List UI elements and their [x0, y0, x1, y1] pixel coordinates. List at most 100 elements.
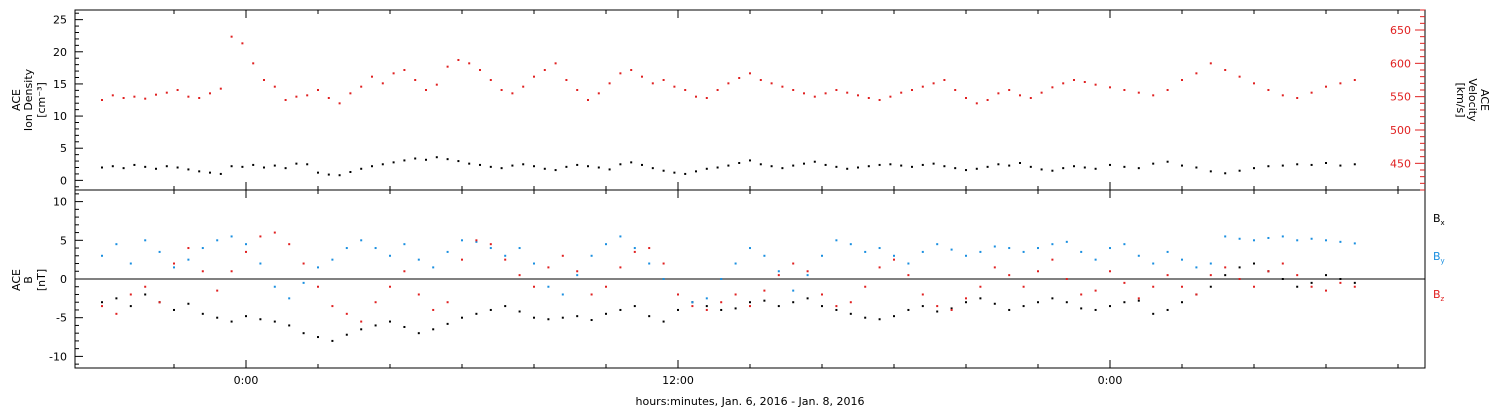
bx-point [173, 308, 175, 311]
bz-point [1339, 281, 1342, 284]
bx-point [1253, 262, 1255, 265]
bz-point [374, 301, 377, 304]
bz-point [1195, 293, 1198, 296]
velocity-point [403, 69, 406, 71]
by-point [1209, 262, 1212, 265]
bx-point [360, 328, 363, 331]
bx-point [965, 301, 967, 304]
velocity-point [155, 93, 157, 96]
bx-point [432, 328, 435, 331]
density-point [857, 166, 859, 169]
velocity-point [1040, 91, 1043, 94]
velocity-point [889, 95, 892, 98]
velocity-point [954, 89, 957, 91]
y-tick-label: 10 [53, 196, 67, 209]
density-point [716, 166, 719, 169]
bx-point [561, 316, 564, 319]
bz-point [921, 293, 924, 296]
velocity-point [1083, 81, 1086, 83]
bx-point [705, 305, 708, 308]
bz-point [619, 266, 622, 269]
bz-point [1094, 289, 1097, 292]
density-point [1339, 164, 1342, 167]
bz-point [245, 250, 247, 253]
density-point [662, 169, 665, 172]
density-point [435, 156, 438, 159]
by-point [590, 254, 593, 257]
y-tick-label: 10 [53, 110, 67, 123]
bz-point [432, 308, 435, 311]
density-point [446, 158, 449, 161]
velocity-point [662, 79, 665, 81]
density-point [176, 166, 179, 169]
velocity-point [414, 79, 417, 81]
bx-point [1109, 305, 1111, 308]
density-point [1353, 163, 1356, 166]
density-point [975, 167, 978, 170]
velocity-point [1353, 79, 1356, 81]
density-point [867, 165, 870, 168]
velocity-point [165, 91, 168, 94]
bz-point [1037, 270, 1039, 273]
bz-point [1310, 285, 1313, 288]
by-point [1339, 240, 1342, 243]
density-point [619, 163, 622, 166]
bx-point [1037, 301, 1039, 304]
bx-point [1224, 274, 1227, 277]
by-point [144, 239, 147, 242]
bz-point [461, 258, 463, 261]
by-point [1094, 258, 1097, 261]
bz-point [288, 243, 291, 246]
velocity-point [684, 89, 687, 91]
bx-point [662, 320, 665, 323]
by-point [129, 262, 132, 265]
bx-point [950, 307, 953, 310]
y-tick-label: 0 [60, 174, 67, 187]
by-point [432, 266, 435, 269]
bx-point [677, 308, 679, 311]
bx-point [1296, 285, 1299, 288]
velocity-point [522, 85, 525, 88]
velocity-point [781, 85, 784, 88]
velocity-point [641, 75, 643, 78]
bx-point [806, 297, 809, 300]
bz-point [1022, 285, 1025, 288]
velocity-point [554, 62, 557, 65]
density-point [198, 170, 201, 173]
by-point [576, 274, 579, 277]
bz-point [705, 308, 708, 311]
velocity-point [122, 97, 125, 99]
velocity-point [943, 79, 946, 81]
bx-point [792, 301, 795, 304]
velocity-point [543, 69, 546, 71]
velocity-tick-label: 650 [1390, 24, 1411, 37]
velocity-tick-label: 450 [1390, 157, 1411, 170]
bx-point [1152, 312, 1155, 315]
velocity-point [263, 79, 265, 81]
velocity-point [500, 89, 503, 91]
by-point [417, 258, 420, 261]
velocity-point [284, 99, 287, 101]
by-point [950, 248, 953, 251]
velocity-point [1281, 94, 1284, 97]
density-point [1008, 164, 1011, 167]
by-point [878, 247, 881, 250]
bx-point [1051, 297, 1054, 300]
by-point [965, 254, 967, 257]
by-point [806, 274, 809, 277]
bz-point [907, 274, 910, 277]
by-point [345, 247, 348, 250]
by-point [1181, 258, 1183, 261]
bx-point [389, 320, 391, 323]
velocity-axis-title-line3: [km/s] [1454, 82, 1467, 117]
density-point [1310, 163, 1313, 166]
velocity-point [1238, 75, 1241, 78]
velocity-point [1253, 82, 1255, 85]
by-point [288, 297, 291, 300]
velocity-point [306, 94, 309, 97]
velocity-point [273, 85, 276, 88]
bz-point [691, 305, 694, 308]
bx-point [1065, 301, 1068, 304]
by-point [907, 262, 910, 265]
bx-point [374, 324, 377, 327]
